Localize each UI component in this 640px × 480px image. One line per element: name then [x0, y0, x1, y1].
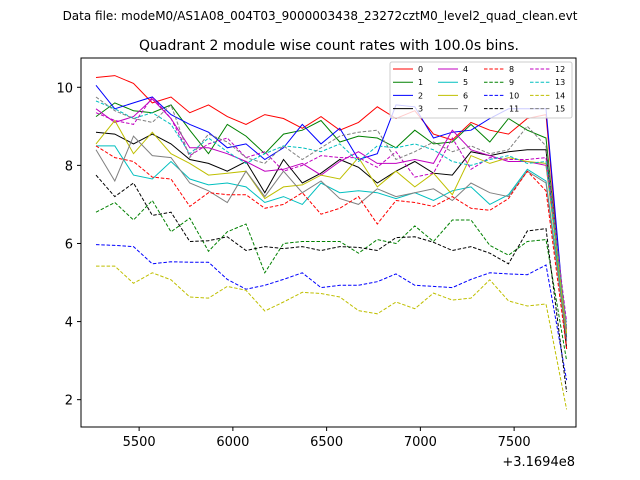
series-line-11	[95, 174, 568, 392]
legend-label-0: 0	[418, 65, 423, 74]
series-line-8	[95, 145, 568, 349]
x-tick-label: 7500	[498, 435, 531, 450]
legend-label-15: 15	[555, 105, 565, 114]
legend-label-2: 2	[418, 91, 423, 100]
series-line-6	[95, 119, 568, 334]
x-tick-label: 6000	[216, 435, 249, 450]
legend-label-7: 7	[463, 105, 468, 114]
series-line-7	[95, 135, 568, 342]
x-axis-offset-label: +3.1694e8	[502, 455, 575, 470]
series-layer	[95, 75, 568, 410]
series-line-10	[95, 244, 568, 381]
legend-label-1: 1	[418, 78, 423, 87]
series-line-1	[95, 102, 568, 338]
x-tick-label: 5500	[123, 435, 156, 450]
figure-suptitle: Data file: modeM0/AS1A08_004T03_90000034…	[63, 9, 578, 23]
legend-label-9: 9	[509, 78, 514, 87]
x-tick-label: 7000	[404, 435, 437, 450]
series-line-15	[95, 96, 568, 330]
legend-label-6: 6	[463, 91, 468, 100]
series-line-3	[95, 131, 568, 349]
legend-frame	[389, 61, 573, 119]
series-line-0	[95, 75, 568, 349]
y-tick-label: 8	[65, 159, 73, 174]
legend-label-8: 8	[509, 65, 514, 74]
y-tick-label: 10	[56, 81, 73, 96]
legend-label-3: 3	[418, 105, 423, 114]
legend-label-12: 12	[555, 65, 565, 74]
series-line-5	[96, 145, 568, 334]
series-line-4	[95, 98, 568, 330]
legend-label-10: 10	[509, 91, 519, 100]
y-tick-label: 6	[65, 237, 73, 252]
legend-label-13: 13	[555, 78, 565, 87]
legend-label-5: 5	[463, 78, 468, 87]
x-tick-label: 6500	[310, 435, 343, 450]
series-line-14	[96, 265, 568, 410]
legend-label-4: 4	[463, 65, 468, 74]
legend-label-14: 14	[555, 91, 565, 100]
series-line-2	[95, 84, 568, 342]
series-line-13	[95, 100, 568, 326]
y-tick-label: 2	[65, 394, 73, 409]
chart-title: Quadrant 2 module wise count rates with …	[139, 38, 519, 54]
y-tick-label: 4	[65, 316, 73, 331]
series-line-9	[95, 199, 568, 361]
axis-ticks: 5500 6000 6500 7000 7500 2 4 6 8 10	[56, 81, 530, 450]
series-line-12	[95, 96, 568, 322]
plot-frame	[80, 57, 577, 428]
legend-label-11: 11	[509, 105, 519, 114]
